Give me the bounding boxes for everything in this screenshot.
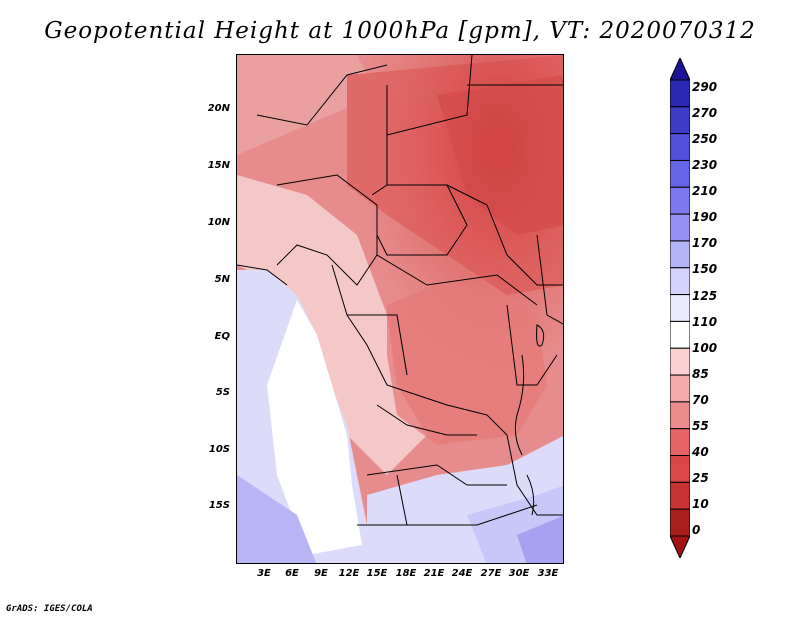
colorbar-segment <box>670 508 690 537</box>
lon-tick-27e: 27E <box>480 568 502 579</box>
chart-title: Geopotential Height at 1000hPa [gpm], VT… <box>44 18 756 44</box>
lon-tick-18e: 18E <box>395 568 417 579</box>
lon-tick-3e: 3E <box>257 568 271 579</box>
colorbar-segment <box>670 267 690 296</box>
lon-tick-12e: 12E <box>338 568 360 579</box>
colorbar-segment <box>670 106 690 135</box>
lat-tick-10n: 10N <box>207 217 230 228</box>
lon-tick-33e: 33E <box>537 568 559 579</box>
colorbar-label-150: 150 <box>692 262 718 276</box>
country-borders <box>237 55 563 526</box>
lat-tick-5n: 5N <box>214 274 230 285</box>
field-central-basin <box>387 285 547 445</box>
lat-tick-15n: 15N <box>207 160 230 171</box>
colorbar-segment <box>670 481 690 510</box>
ocean-white-band <box>267 300 362 555</box>
geopotential-map <box>237 55 563 563</box>
lat-tick-eq: EQ <box>214 331 230 342</box>
colorbar-label-0: 0 <box>692 523 701 537</box>
ocean-deeper-blue <box>237 475 317 563</box>
lon-tick-30e: 30E <box>508 568 530 579</box>
colorbar-label-250: 250 <box>692 132 718 146</box>
lat-tick-20n: 20N <box>207 103 230 114</box>
colorbar-label-170: 170 <box>692 236 718 250</box>
colorbar <box>670 58 690 558</box>
colorbar-label-290: 290 <box>692 80 718 94</box>
colorbar-segments <box>670 58 690 558</box>
south-deep-blue <box>517 515 563 563</box>
colorbar-label-110: 110 <box>692 315 718 329</box>
colorbar-label-85: 85 <box>692 367 709 381</box>
colorbar-label-40: 40 <box>692 445 709 459</box>
colorbar-label-230: 230 <box>692 158 718 172</box>
lon-tick-9e: 9E <box>314 568 328 579</box>
lon-tick-21e: 21E <box>423 568 445 579</box>
colorbar-arrow-bottom <box>670 535 690 558</box>
lon-tick-15e: 15E <box>366 568 388 579</box>
lat-tick-5s: 5S <box>215 387 230 398</box>
colorbar-segment <box>670 79 690 108</box>
lat-tick-10s: 10S <box>208 444 230 455</box>
colorbar-label-55: 55 <box>692 419 709 433</box>
colorbar-segment <box>670 213 690 242</box>
grads-credit: GrADS: IGES/COLA <box>6 604 93 614</box>
lakes <box>514 324 545 516</box>
colorbar-label-70: 70 <box>692 393 709 407</box>
colorbar-label-100: 100 <box>692 341 718 355</box>
colorbar-label-25: 25 <box>692 471 709 485</box>
field-coastal-light <box>237 175 427 475</box>
colorbar-label-190: 190 <box>692 210 718 224</box>
colorbar-segment <box>670 294 690 322</box>
colorbar-segment <box>670 347 690 376</box>
lon-tick-6e: 6E <box>285 568 299 579</box>
colorbar-segment <box>670 374 690 403</box>
map-plot-area <box>236 54 564 564</box>
colorbar-segment <box>670 320 690 349</box>
colorbar-label-10: 10 <box>692 497 709 511</box>
colorbar-label-125: 125 <box>692 289 718 303</box>
field-darkest <box>437 75 563 235</box>
colorbar-arrow-top <box>670 58 690 81</box>
colorbar-segment <box>670 133 690 161</box>
colorbar-label-270: 270 <box>692 106 718 120</box>
lon-tick-24e: 24E <box>451 568 473 579</box>
lat-tick-15s: 15S <box>208 500 230 511</box>
colorbar-segment <box>670 240 690 269</box>
colorbar-segment <box>670 401 690 430</box>
colorbar-segment <box>670 428 690 457</box>
colorbar-segment <box>670 455 690 483</box>
colorbar-segment <box>670 186 690 215</box>
colorbar-segment <box>670 159 690 188</box>
colorbar-label-210: 210 <box>692 184 718 198</box>
